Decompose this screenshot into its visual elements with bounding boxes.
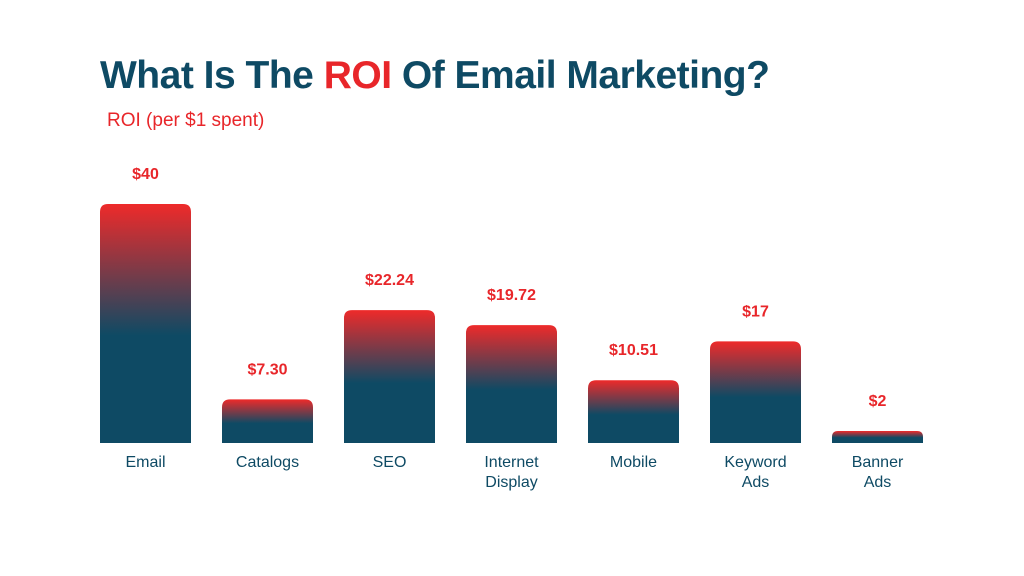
data-label: $7.30 bbox=[247, 361, 287, 378]
bar bbox=[100, 204, 191, 443]
title-highlight: ROI bbox=[323, 54, 392, 97]
x-tick-label: Internet bbox=[484, 454, 539, 471]
bar bbox=[710, 341, 801, 443]
data-label: $10.51 bbox=[609, 342, 658, 359]
bar bbox=[344, 310, 435, 443]
bar bbox=[466, 325, 557, 443]
data-label: $19.72 bbox=[487, 287, 536, 304]
data-label: $17 bbox=[742, 303, 769, 320]
x-tick-label: Ads bbox=[864, 474, 892, 491]
bar bbox=[222, 399, 313, 443]
x-tick-label: Display bbox=[485, 474, 537, 491]
x-tick-label: Banner bbox=[852, 454, 904, 471]
x-tick-label: Catalogs bbox=[236, 454, 299, 471]
title-part: What Is The bbox=[100, 54, 324, 97]
data-label: $2 bbox=[869, 393, 887, 410]
title-part: Of Email Marketing? bbox=[391, 54, 770, 97]
data-label: $22.24 bbox=[365, 272, 414, 289]
x-tick-label: Mobile bbox=[610, 454, 657, 471]
data-label: $40 bbox=[132, 166, 159, 183]
bar bbox=[832, 431, 923, 443]
x-tick-label: Keyword bbox=[724, 454, 786, 471]
y-axis-label: ROI (per $1 spent) bbox=[107, 110, 265, 131]
bar bbox=[588, 380, 679, 443]
x-tick-label: SEO bbox=[373, 454, 407, 471]
chart-title: What Is The ROI Of Email Marketing? bbox=[100, 54, 770, 98]
x-tick-label: Email bbox=[125, 454, 165, 471]
x-tick-label: Ads bbox=[742, 474, 770, 491]
